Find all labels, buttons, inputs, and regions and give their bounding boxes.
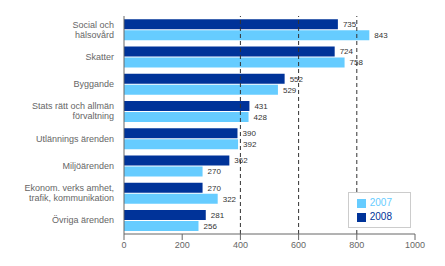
svg-text:Ekonom. verks amhet,trafik, ko: Ekonom. verks amhet,trafik, kommunikatio… [24,183,114,203]
svg-text:390: 390 [242,129,256,138]
svg-text:0: 0 [121,240,126,250]
svg-text:1000: 1000 [405,240,425,250]
svg-text:392: 392 [243,140,257,149]
svg-text:270: 270 [208,184,222,193]
svg-text:270: 270 [208,167,222,176]
svg-text:362: 362 [234,156,248,165]
svg-text:843: 843 [374,31,388,40]
svg-text:200: 200 [175,240,190,250]
svg-text:600: 600 [291,240,306,250]
svg-text:735: 735 [343,20,357,29]
svg-text:256: 256 [203,222,217,231]
svg-text:Övriga ärenden: Övriga ärenden [52,215,114,225]
svg-text:724: 724 [340,47,354,56]
svg-text:Byggande: Byggande [73,79,114,89]
svg-text:758: 758 [350,58,364,67]
svg-text:552: 552 [290,75,304,84]
html-text:2008: 2008 [369,211,392,222]
svg-text:Utlännings ärenden: Utlännings ärenden [36,134,114,144]
svg-text:428: 428 [254,113,268,122]
svg-text:281: 281 [211,211,225,220]
svg-text:Stats rätt och allmänförvaltni: Stats rätt och allmänförvaltning [32,101,114,121]
html-text:2007: 2007 [369,197,392,208]
svg-text:431: 431 [254,102,268,111]
svg-text:529: 529 [283,86,297,95]
svg-text:800: 800 [349,240,364,250]
svg-text:Social ochhälsovård: Social ochhälsovård [72,20,114,40]
svg-text:Skatter: Skatter [85,52,114,62]
svg-text:322: 322 [223,195,237,204]
svg-text:400: 400 [233,240,248,250]
svg-text:Miljöärenden: Miljöärenden [62,161,114,171]
